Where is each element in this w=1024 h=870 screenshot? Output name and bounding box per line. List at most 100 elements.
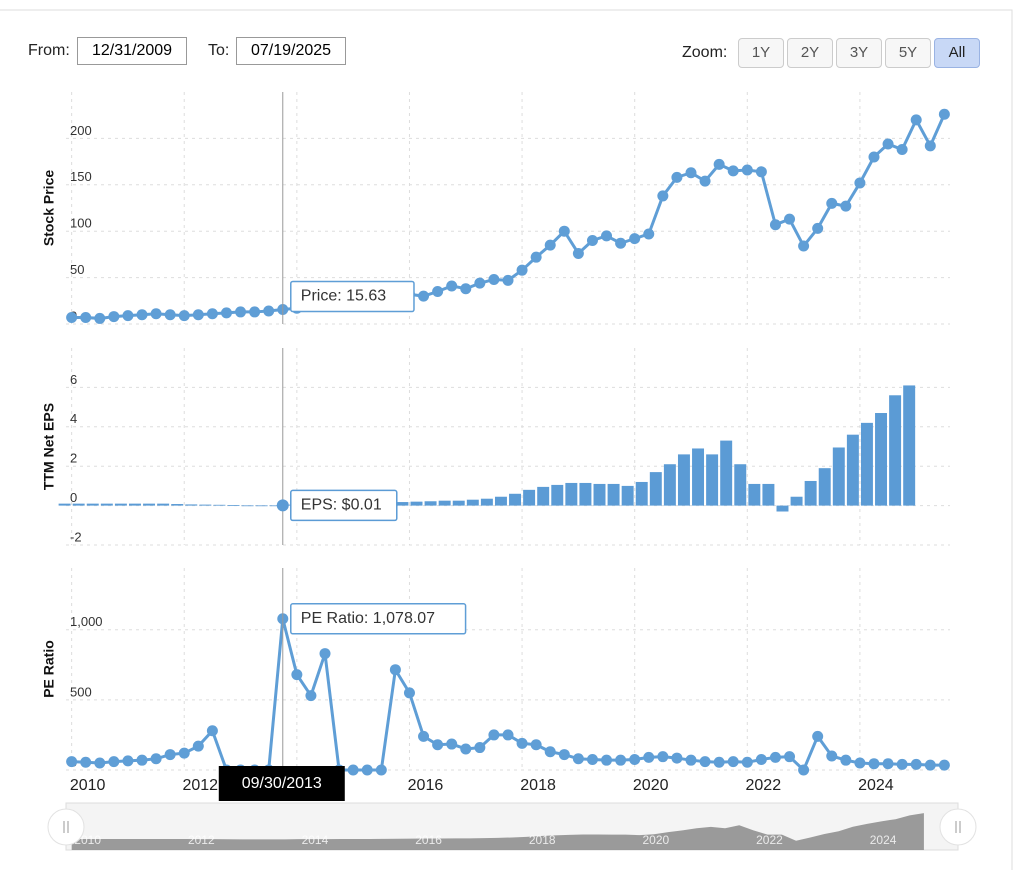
marker xyxy=(474,277,486,289)
bar xyxy=(58,503,71,506)
navigator-handle[interactable] xyxy=(939,808,977,846)
x-tick-label: 2022 xyxy=(746,777,782,794)
marker xyxy=(812,730,824,742)
x-tick-label: 2012 xyxy=(182,777,218,794)
navigator-tick-label: 2016 xyxy=(415,833,442,847)
navigator-handle[interactable] xyxy=(47,808,85,846)
tooltip-box xyxy=(290,603,467,635)
marker xyxy=(586,234,598,246)
bar xyxy=(748,483,761,506)
from-input[interactable]: 12/31/2009 xyxy=(77,37,188,65)
marker xyxy=(713,756,725,768)
y-axis-label: PE Ratio xyxy=(41,640,57,698)
marker xyxy=(446,280,458,292)
marker xyxy=(657,751,669,763)
bar xyxy=(185,504,198,506)
x-tick-label: 2016 xyxy=(408,777,444,794)
marker xyxy=(586,753,598,765)
navigator-tick-label: 2022 xyxy=(756,833,783,847)
bar xyxy=(734,464,747,506)
to-label: To: xyxy=(208,42,230,59)
y-tick-label: 4 xyxy=(70,411,77,426)
x-tick-label: 2024 xyxy=(858,777,894,794)
marker xyxy=(375,764,387,776)
x-tick-label: 2010 xyxy=(70,777,106,794)
marker xyxy=(699,175,711,187)
marker xyxy=(319,648,331,660)
bar xyxy=(466,499,479,506)
marker xyxy=(826,750,838,762)
marker xyxy=(840,754,852,766)
marker xyxy=(713,158,725,170)
bar xyxy=(537,486,550,506)
bar xyxy=(494,496,507,506)
bar xyxy=(635,481,648,506)
navigator-tick-label: 2012 xyxy=(188,833,215,847)
marker xyxy=(235,306,247,318)
marker xyxy=(108,311,120,323)
marker xyxy=(263,305,275,317)
bar xyxy=(143,503,156,506)
marker xyxy=(685,754,697,766)
to-input[interactable]: 07/19/2025 xyxy=(236,37,347,65)
marker xyxy=(896,758,908,770)
marker xyxy=(685,167,697,179)
zoom-button[interactable]: 2Y xyxy=(787,38,833,68)
x-tick-label: 2020 xyxy=(633,777,669,794)
marker xyxy=(938,108,950,120)
bar xyxy=(199,504,212,506)
zoom-label: Zoom: xyxy=(682,44,728,61)
navigator-tick-label: 2014 xyxy=(302,833,329,847)
marker xyxy=(671,752,683,764)
marker xyxy=(460,743,472,755)
zoom-button[interactable]: 3Y xyxy=(836,38,882,68)
bar xyxy=(438,500,451,506)
marker xyxy=(347,764,359,776)
marker xyxy=(220,307,232,319)
bar xyxy=(72,503,85,506)
zoom-button[interactable]: 5Y xyxy=(885,38,931,68)
marker xyxy=(164,309,176,321)
bar xyxy=(593,483,606,506)
marker xyxy=(460,283,472,295)
bar xyxy=(100,503,113,506)
marker xyxy=(488,729,500,741)
marker xyxy=(699,756,711,768)
marker xyxy=(854,757,866,769)
y-tick-label: -2 xyxy=(70,529,82,544)
zoom-button[interactable]: 1Y xyxy=(738,38,784,68)
bar xyxy=(283,504,296,506)
marker xyxy=(389,664,401,676)
bar xyxy=(903,385,916,506)
marker xyxy=(150,308,162,320)
bar xyxy=(790,496,803,506)
marker xyxy=(657,190,669,202)
bar xyxy=(889,395,902,506)
marker xyxy=(164,749,176,761)
marker xyxy=(840,200,852,212)
bar xyxy=(396,502,409,506)
marker xyxy=(249,306,261,318)
bar xyxy=(509,493,522,506)
marker xyxy=(924,140,936,152)
marker xyxy=(784,751,796,763)
bar xyxy=(128,503,141,506)
marker xyxy=(488,273,500,285)
bar xyxy=(818,468,831,506)
marker xyxy=(178,310,190,322)
y-axis-label: TTM Net EPS xyxy=(41,403,57,490)
y-tick-label: 200 xyxy=(70,123,92,138)
marker xyxy=(910,114,922,126)
marker xyxy=(755,753,767,765)
marker xyxy=(136,309,148,321)
marker xyxy=(108,756,120,768)
bar xyxy=(875,413,888,506)
marker xyxy=(572,247,584,259)
zoom-button[interactable]: All xyxy=(934,38,980,68)
marker xyxy=(882,758,894,770)
bar xyxy=(804,480,817,506)
marker xyxy=(474,742,486,754)
marker xyxy=(769,751,781,763)
bar xyxy=(677,454,690,506)
date-box xyxy=(218,766,345,801)
